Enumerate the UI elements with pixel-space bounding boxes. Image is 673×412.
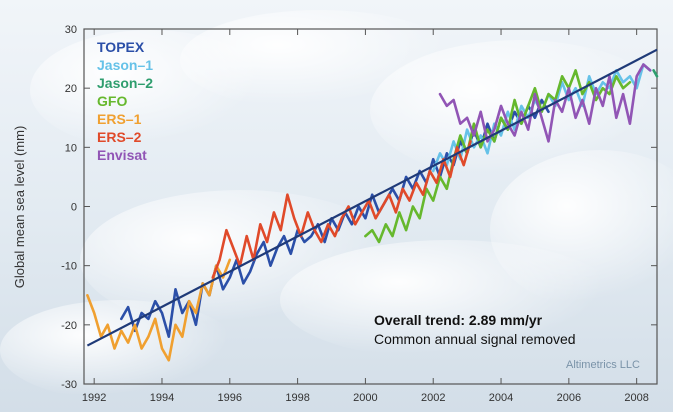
legend-entry-topex: TOPEX: [97, 39, 145, 55]
signal-annotation: Common annual signal removed: [374, 331, 576, 347]
trend-line: [86, 48, 658, 347]
series-line-ers-2: [211, 140, 472, 279]
x-tick-label: 2002: [421, 392, 445, 404]
x-tick-label: 2004: [489, 392, 513, 404]
legend-entry-ers-2: ERS–2: [97, 129, 142, 145]
x-tick-label: 1996: [218, 392, 242, 404]
y-axis-title: Global mean sea level (mm): [12, 126, 27, 289]
legend: TOPEX Jason–1 Jason–2 GFO ERS–1 ERS–2 Envisat: [97, 39, 153, 163]
cloud-blob: [0, 300, 240, 400]
series-line-gfo: [364, 69, 632, 244]
legend-entry-gfo: GFO: [97, 93, 127, 109]
legend-entry-ers-1: ERS–1: [97, 111, 142, 127]
x-tick-label: 2000: [353, 392, 377, 404]
cloud-blob: [490, 150, 673, 310]
y-tick-label: -30: [61, 379, 77, 391]
cloud-decoration: [0, 10, 673, 400]
legend-entry-jason-1: Jason–1: [97, 57, 153, 73]
x-axis: 1992 1994 1996 1998 2000 2002 2004 2006 2008: [82, 29, 649, 404]
legend-entry-envisat: Envisat: [97, 147, 147, 163]
trend-annotation: Overall trend: 2.89 mm/yr: [374, 312, 543, 328]
y-tick-label: 20: [65, 83, 77, 95]
y-axis: -30 -20 -10 0 10 20 30: [61, 24, 657, 391]
legend-entry-jason-2: Jason–2: [97, 75, 153, 91]
y-tick-label: 30: [65, 24, 77, 36]
y-tick-label: -10: [61, 261, 77, 273]
x-tick-label: 2006: [557, 392, 581, 404]
series-line-envisat: [438, 63, 652, 143]
x-tick-label: 1998: [285, 392, 309, 404]
trend-layer: [86, 48, 658, 347]
series-line-jason-2: [652, 69, 659, 78]
x-tick-label: 1994: [150, 392, 174, 404]
x-tick-label: 2008: [624, 392, 648, 404]
series-layer: [86, 63, 659, 362]
y-tick-label: 10: [65, 142, 77, 154]
x-tick-label: 1992: [82, 392, 106, 404]
y-tick-label: -20: [61, 320, 77, 332]
series-line-ers-1: [86, 258, 232, 362]
y-tick-label: 0: [71, 202, 77, 214]
credit-label: Altimetrics LLC: [566, 359, 640, 371]
